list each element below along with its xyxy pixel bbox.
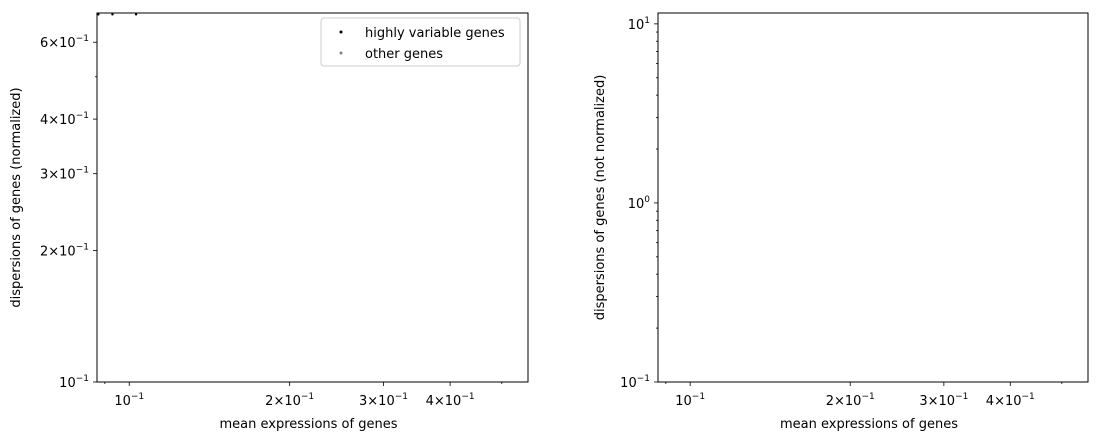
x-axis-label: mean expressions of genes bbox=[220, 417, 398, 432]
x-tick-label: 10−1 bbox=[114, 392, 144, 409]
y-tick-label: 10−1 bbox=[620, 374, 650, 391]
right-panel-raw-dispersion: 10−1 2×10−1 3×10−1 4×10−1 10−1 100 101 mean exp… bbox=[593, 12, 1089, 432]
y-tick-label: 10−1 bbox=[59, 374, 89, 391]
legend-marker bbox=[339, 30, 343, 34]
x-tick-label: 2×10−1 bbox=[826, 392, 875, 409]
y-tick-label: 101 bbox=[628, 16, 650, 33]
y-tick-label: 2×10−1 bbox=[40, 243, 89, 260]
legend-box bbox=[320, 17, 521, 67]
x-tick-label: 10−1 bbox=[675, 392, 705, 409]
legend-label: other genes bbox=[365, 47, 443, 62]
y-tick-label: 6×10−1 bbox=[40, 34, 89, 51]
legend-marker bbox=[339, 51, 343, 55]
legend: highly variable genes other genes bbox=[320, 17, 521, 67]
x-tick-label: 2×10−1 bbox=[265, 392, 314, 409]
plot-area-frame bbox=[96, 12, 529, 383]
left-panel-normalized-dispersion: 10−1 2×10−1 3×10−1 4×10−1 10−1 2×10−1 3×10−1 4×… bbox=[9, 12, 529, 432]
highly-variable-gene-point bbox=[111, 13, 114, 16]
y-tick-label: 3×10−1 bbox=[40, 166, 89, 183]
highly-variable-gene-point bbox=[134, 13, 138, 16]
x-tick-label: 3×10−1 bbox=[359, 392, 408, 409]
y-tick-label: 4×10−1 bbox=[40, 111, 89, 128]
y-axis-label: dispersions of genes (not normalized) bbox=[593, 75, 608, 321]
x-tick-label: 3×10−1 bbox=[919, 392, 968, 409]
x-tick-label: 4×10−1 bbox=[986, 392, 1035, 409]
y-tick-label: 100 bbox=[628, 195, 651, 212]
legend-label: highly variable genes bbox=[365, 26, 505, 41]
x-axis-label: mean expressions of genes bbox=[780, 417, 958, 432]
y-axis-label: dispersions of genes (normalized) bbox=[9, 87, 24, 307]
x-tick-label: 4×10−1 bbox=[426, 392, 475, 409]
plot-area-frame bbox=[657, 12, 1089, 383]
highly-variable-gene-point bbox=[97, 13, 100, 16]
